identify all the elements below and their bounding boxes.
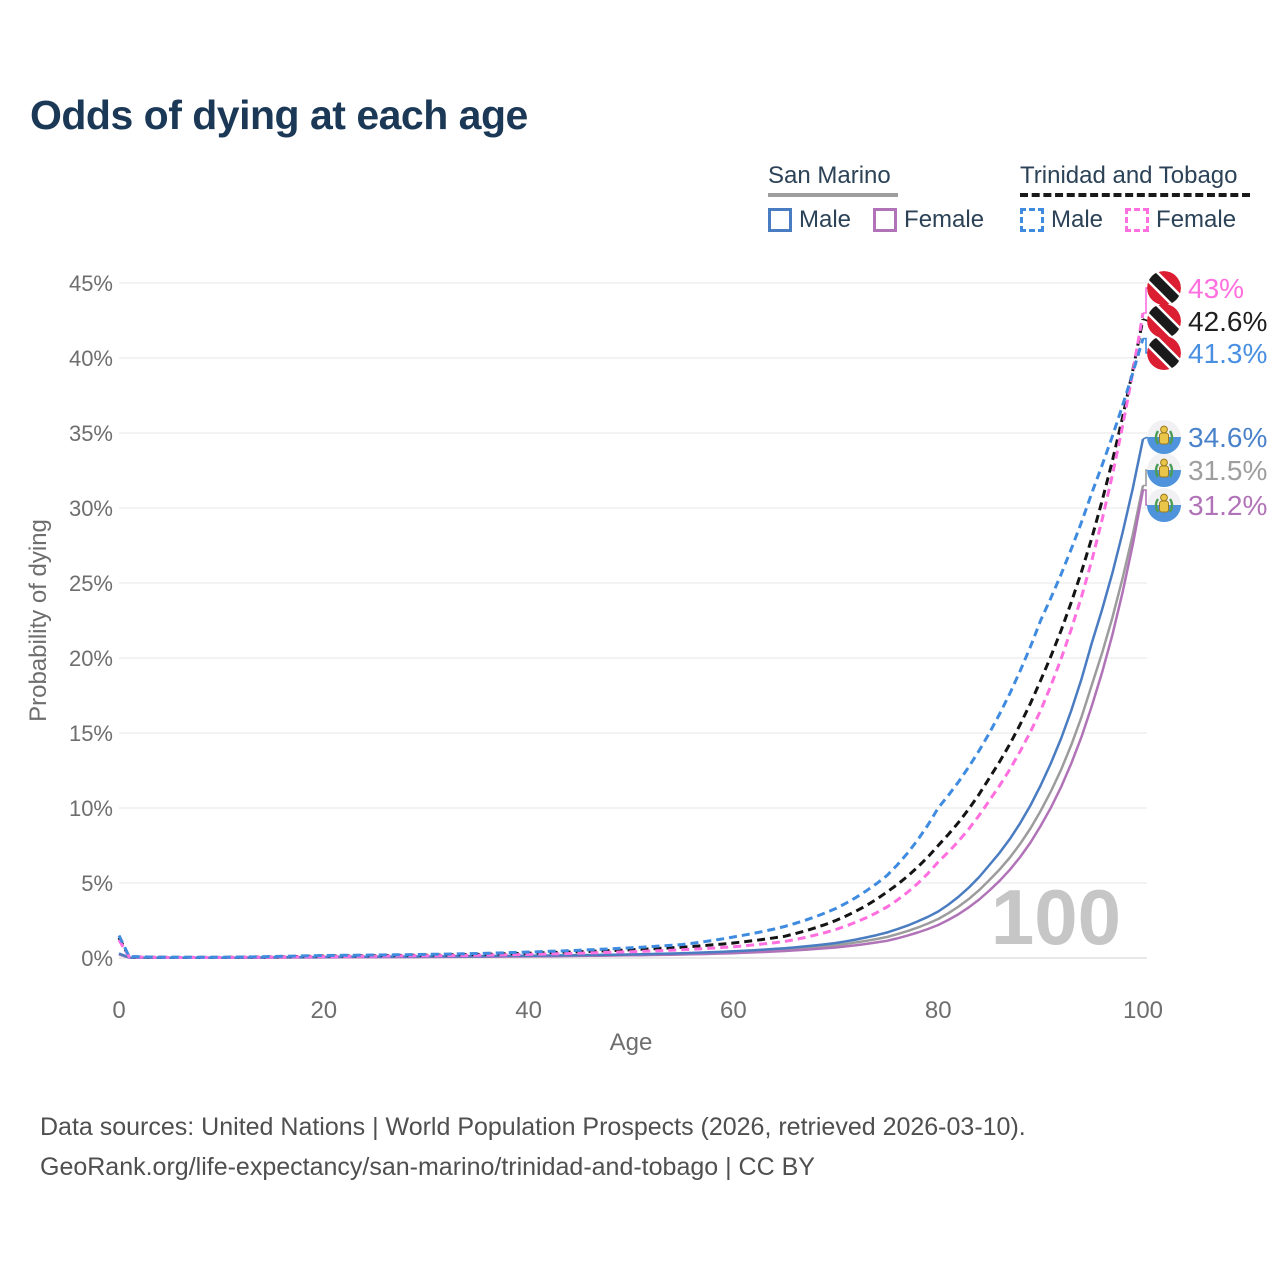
end-label-tt-both: 42.6%	[1188, 306, 1267, 337]
end-label-sm-both: 31.5%	[1188, 455, 1267, 486]
x-tick-label: 100	[1123, 997, 1163, 1024]
end-label-tt-male: 41.3%	[1188, 338, 1267, 369]
footer: Data sources: United Nations | World Pop…	[40, 1107, 1026, 1187]
legend-swatch-trinidad-and-tobago-female-icon	[1125, 208, 1150, 232]
series-line-tt-female[interactable]	[117, 312, 1145, 959]
y-tick-label: 25%	[69, 571, 113, 596]
y-tick-label: 15%	[69, 721, 113, 746]
flag-icon-san-marino	[1147, 420, 1181, 454]
x-tick-label: 80	[925, 997, 952, 1024]
series-line-tt-male[interactable]	[117, 338, 1145, 959]
y-tick-label: 30%	[69, 496, 113, 521]
series-line-sm-both[interactable]	[118, 485, 1145, 959]
y-tick-label: 45%	[69, 271, 113, 296]
x-axis-title: Age	[610, 1029, 653, 1056]
flag-icon-san-marino	[1147, 488, 1181, 522]
footer-attribution: GeoRank.org/life-expectancy/san-marino/t…	[40, 1153, 815, 1181]
legend-row-san-marino: Male Female	[768, 206, 984, 234]
series-line-tt-both[interactable]	[117, 318, 1145, 959]
y-tick-label: 40%	[69, 346, 113, 371]
x-tick-label: 60	[720, 997, 747, 1024]
legend-swatch-san-marino-female-icon	[873, 208, 898, 232]
chart-title: Odds of dying at each age	[30, 92, 528, 138]
legend-item-label: Female	[904, 206, 985, 233]
flag-icon-trinidad-and-tobago	[1147, 271, 1181, 305]
x-tick-label: 20	[310, 997, 337, 1024]
legend-underline-san-marino	[768, 193, 898, 197]
legend-item-trinidad-and-tobago-male[interactable]: Male	[1020, 206, 1103, 234]
legend-item-san-marino-male[interactable]: Male	[768, 206, 851, 234]
leader-line-tt-female	[1143, 287, 1148, 314]
legend-item-san-marino-female[interactable]: Female	[873, 206, 984, 234]
end-label-sm-female: 31.2%	[1188, 490, 1267, 521]
legend-item-trinidad-and-tobago-female[interactable]: Female	[1125, 206, 1236, 234]
y-tick-label: 35%	[69, 421, 113, 446]
legend-row-trinidad-and-tobago: Male Female	[1020, 206, 1250, 234]
y-tick-label: 10%	[69, 796, 113, 821]
x-tick-label: 0	[112, 997, 125, 1024]
flag-icon-trinidad-and-tobago	[1147, 304, 1181, 338]
legend-group-trinidad-and-tobago: Trinidad and Tobago Male Female	[1020, 162, 1250, 234]
legend-item-label: Male	[799, 206, 852, 233]
y-axis-title: Probability of dying	[25, 519, 52, 722]
hover-age-watermark: 100	[991, 873, 1121, 961]
legend-item-label: Female	[1156, 206, 1237, 233]
footer-data-sources: Data sources: United Nations | World Pop…	[40, 1113, 1026, 1141]
x-tick-label: 40	[515, 997, 542, 1024]
flag-icon-trinidad-and-tobago	[1147, 336, 1181, 370]
end-label-sm-male: 34.6%	[1188, 422, 1267, 453]
y-tick-label: 0%	[81, 946, 113, 971]
legend-item-label: Male	[1051, 206, 1104, 233]
y-tick-label: 20%	[69, 646, 113, 671]
legend-group-san-marino: San Marino Male Female	[768, 162, 984, 234]
legend-swatch-trinidad-and-tobago-male-icon	[1020, 208, 1044, 232]
legend-group-title-trinidad-and-tobago: Trinidad and Tobago	[1020, 162, 1238, 189]
legend-underline-trinidad-and-tobago	[1020, 193, 1250, 197]
legend-swatch-san-marino-male-icon	[768, 208, 792, 232]
y-tick-label: 5%	[81, 871, 113, 896]
legend-group-title-san-marino: San Marino	[768, 162, 891, 189]
flag-icon-san-marino	[1147, 453, 1181, 487]
end-label-tt-female: 43%	[1188, 273, 1244, 304]
series-line-sm-female[interactable]	[118, 489, 1145, 960]
